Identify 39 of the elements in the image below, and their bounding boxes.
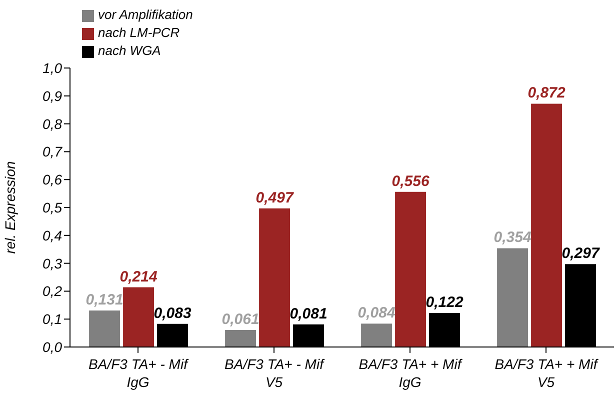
y-tick-label: 0,4 [42,227,62,244]
y-tick-label: 0,8 [42,116,62,132]
y-tick-label: 1,0 [42,60,62,76]
x-tick-label: BA/F3 TA+ + Mif IgG [358,356,464,390]
legend-label: nach WGA [98,43,161,58]
data-label: 0,061 [222,310,260,328]
y-tick-label: 0,9 [42,88,62,104]
data-label: 0,214 [120,268,158,286]
data-label: 0,556 [392,172,430,190]
y-tick-label: 0,1 [42,311,62,328]
bar [225,330,256,347]
y-tick-label: 0,7 [42,144,64,160]
y-tick-label: 0,6 [42,172,62,188]
x-tick-label: BA/F3 TA+ - Mif V5 [224,356,326,390]
data-label: 0,122 [426,294,464,311]
data-label: 0,081 [290,305,328,322]
data-label: 0,084 [358,304,396,322]
bar [123,287,154,347]
data-label: 0,872 [528,84,566,102]
bar [395,192,426,347]
data-label: 0,497 [256,189,294,206]
x-tick-label: BA/F3 TA+ - Mif IgG [88,356,190,390]
y-tick-label: 0,5 [42,199,62,216]
x-tick-label: BA/F3 TA+ + Mif V5 [494,356,600,390]
legend-label: nach LM-PCR [98,25,180,40]
data-label: 0,131 [86,291,124,308]
y-tick-label: 0,3 [42,255,62,272]
data-label: 0,083 [154,304,192,322]
legend-label: vor Amplifikation [98,7,193,22]
y-tick-label: 0,0 [42,338,62,355]
data-label: 0,297 [562,245,600,262]
bar [259,208,290,347]
bar [361,324,392,347]
bar [89,310,120,347]
data-label: 0,354 [494,229,532,246]
y-axis-title: rel. Expression [2,160,18,254]
bar [531,104,562,347]
bar [497,248,528,347]
y-tick-label: 0,2 [42,283,62,300]
